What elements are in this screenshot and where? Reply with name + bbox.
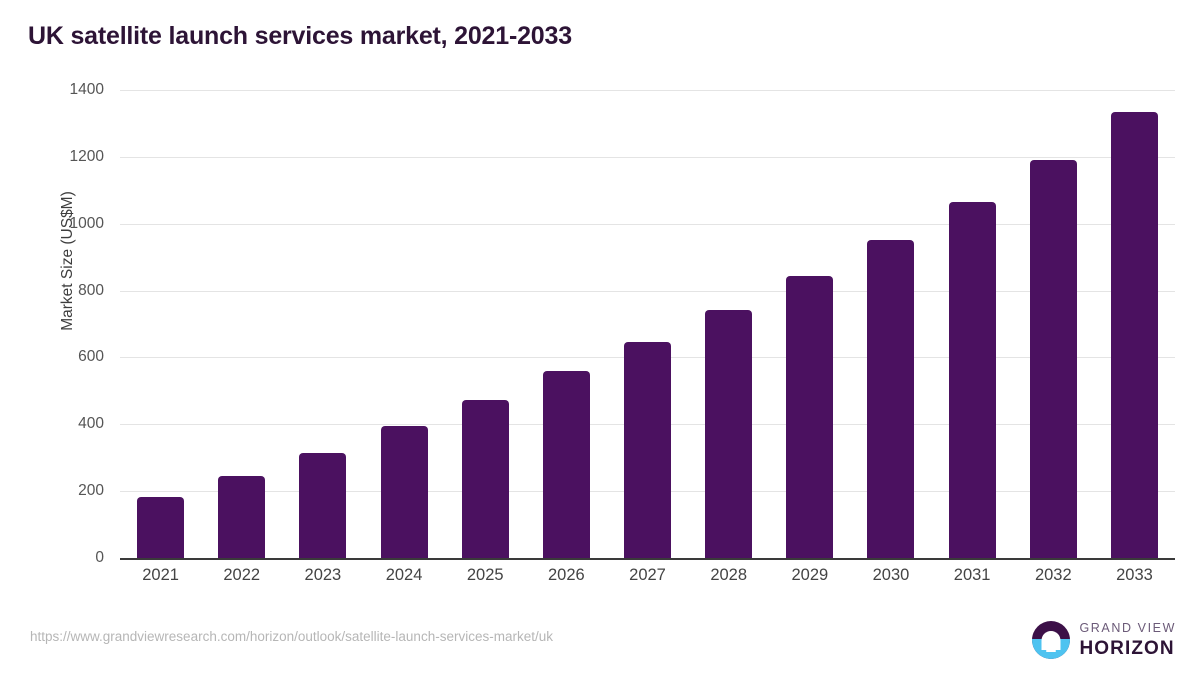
bar-2031[interactable] — [948, 201, 996, 558]
x-tick-label: 2021 — [142, 566, 179, 584]
y-tick-label: 600 — [78, 348, 104, 366]
x-tick-label: 2033 — [1116, 566, 1153, 584]
bar-2026[interactable] — [542, 370, 590, 558]
y-axis-tick-labels: 0 200 400 600 800 1000 1200 1400 — [0, 81, 104, 566]
grand-view-horizon-logo: GRAND VIEW HORIZON — [1032, 618, 1176, 662]
bar-slot — [688, 90, 769, 558]
gridline — [120, 223, 1175, 225]
bar-2030[interactable] — [867, 240, 915, 558]
y-tick-label: 0 — [95, 549, 104, 566]
y-tick-label: 1200 — [69, 147, 104, 165]
bar-slot — [201, 90, 282, 558]
bar-2023[interactable] — [299, 452, 347, 558]
x-tick-label: 2024 — [385, 566, 423, 584]
x-axis-line — [120, 558, 1175, 560]
bar-slot — [1094, 90, 1175, 558]
logo-line-grand-view: GRAND VIEW — [1079, 621, 1176, 636]
bar-2022[interactable] — [218, 475, 266, 558]
x-tick-label: 2028 — [710, 566, 748, 584]
logo-line-1 — [1043, 645, 1060, 648]
page-title: UK satellite launch services market, 202… — [28, 22, 572, 50]
x-tick-label: 2027 — [629, 566, 666, 584]
bar-slot — [932, 90, 1013, 558]
gridline — [120, 156, 1175, 158]
x-axis-tick-labels: 2021 2022 2023 2024 2025 2026 2027 2028 2029 2030… — [120, 566, 1175, 596]
y-tick-label: 200 — [78, 482, 104, 500]
logo-dome-shape — [1041, 630, 1061, 650]
x-tick-label: 2022 — [223, 566, 261, 584]
bar-2033[interactable] — [1110, 111, 1158, 558]
bar-2029[interactable] — [786, 276, 834, 558]
bar-slot — [769, 90, 850, 558]
bar-slot — [445, 90, 526, 558]
x-tick-label: 2023 — [304, 566, 342, 584]
x-tick-label: 2026 — [548, 566, 585, 584]
logo-wordmark: GRAND VIEW HORIZON — [1079, 622, 1176, 658]
bar-series — [120, 90, 1175, 558]
bar-slot — [607, 90, 688, 558]
gridline — [120, 90, 1175, 91]
logo-line-horizon: HORIZON — [1079, 637, 1175, 659]
source-url[interactable]: https://www.grandviewresearch.com/horizo… — [30, 629, 553, 644]
y-tick-label: 1000 — [69, 214, 104, 232]
bar-slot — [363, 90, 444, 558]
y-tick-label: 1400 — [69, 81, 104, 98]
bar-slot — [1013, 90, 1094, 558]
bar-slot — [120, 90, 201, 558]
bar-2024[interactable] — [380, 426, 428, 558]
bar-slot — [526, 90, 607, 558]
bar-2027[interactable] — [624, 342, 672, 558]
bar-2032[interactable] — [1029, 159, 1077, 558]
bar-2028[interactable] — [705, 310, 753, 558]
x-tick-label: 2025 — [466, 566, 504, 584]
x-tick-label: 2029 — [791, 566, 829, 584]
bar-2021[interactable] — [137, 496, 185, 558]
x-tick-label: 2031 — [953, 566, 991, 584]
x-tick-label: 2030 — [872, 566, 910, 584]
bar-slot — [850, 90, 931, 558]
bar-2025[interactable] — [461, 399, 509, 558]
logo-line-2 — [1046, 649, 1057, 653]
gridline — [120, 290, 1175, 292]
y-tick-label: 800 — [78, 281, 104, 299]
horizon-circle-icon — [1032, 621, 1071, 659]
x-tick-label: 2032 — [1034, 566, 1072, 584]
y-tick-label: 400 — [78, 415, 104, 433]
bar-slot — [282, 90, 363, 558]
